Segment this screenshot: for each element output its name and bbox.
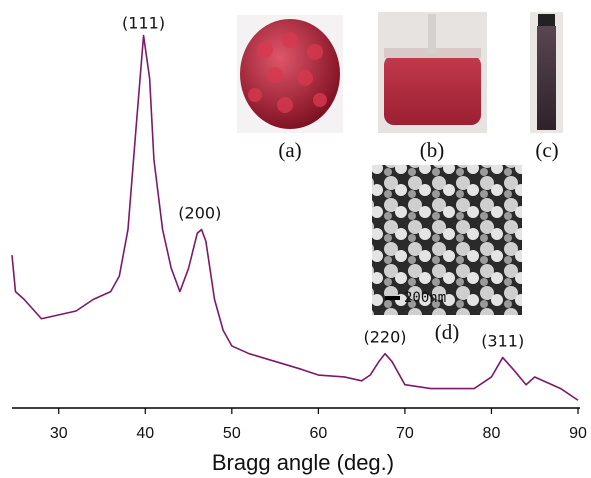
inset-label: (a) xyxy=(278,138,301,162)
x-tick-label: 70 xyxy=(396,425,414,442)
x-tick-label: 40 xyxy=(136,425,154,442)
inset-sem-d xyxy=(372,165,522,315)
chart: 30 40 50 60 70 80 90 Bragg angle (deg.) (111) (20… xyxy=(0,0,591,478)
peak-label: (200) xyxy=(178,204,221,223)
x-axis-title: Bragg angle (deg.) xyxy=(212,450,394,475)
peak-label: (311) xyxy=(481,332,524,351)
x-tick-label: 80 xyxy=(483,425,501,442)
inset-label: (b) xyxy=(420,138,445,162)
x-tick-label: 60 xyxy=(309,425,327,442)
x-tick-label: 50 xyxy=(223,425,241,442)
scale-bar-label: 200nm xyxy=(404,290,446,306)
peak-label: (220) xyxy=(363,328,406,347)
inset-photo-c xyxy=(530,12,563,133)
inset-label: (d) xyxy=(435,320,460,344)
x-tick-label: 90 xyxy=(569,425,587,442)
inset-photo-a xyxy=(237,15,343,133)
x-tick-label: 30 xyxy=(50,425,68,442)
inset-photo-b xyxy=(378,12,487,133)
peak-label: (111) xyxy=(122,13,165,32)
inset-label: (c) xyxy=(535,138,558,162)
